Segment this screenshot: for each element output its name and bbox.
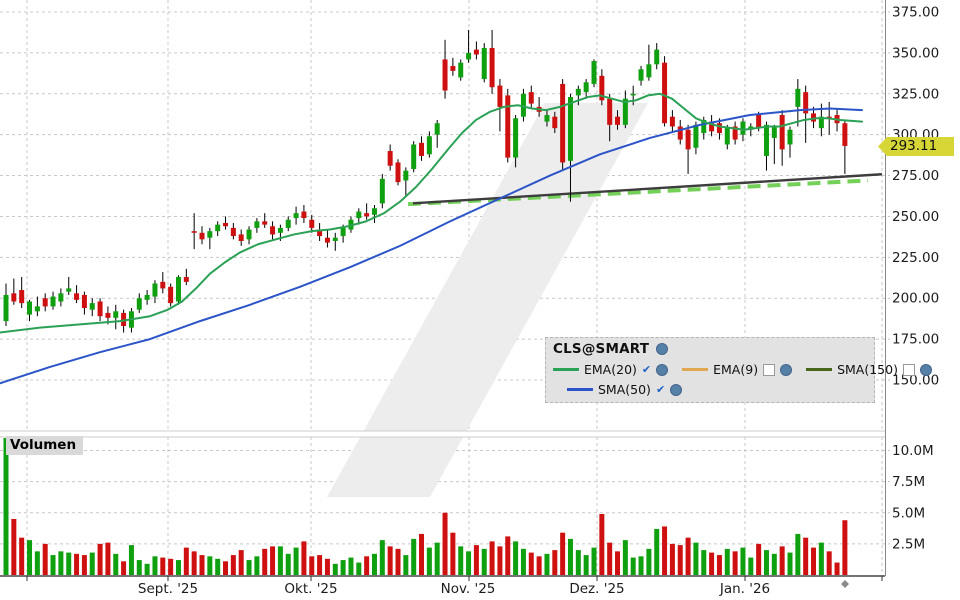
trend-lines — [407, 173, 883, 207]
svg-text:Jan. '26: Jan. '26 — [719, 581, 770, 597]
checkbox-checked-icon[interactable]: ✔ — [655, 383, 666, 396]
svg-text:Okt. '25: Okt. '25 — [284, 581, 337, 597]
logo-watermark — [0, 103, 886, 497]
svg-text:Nov. '25: Nov. '25 — [441, 581, 496, 597]
series-color-swatch — [806, 368, 833, 371]
svg-text:200.00: 200.00 — [892, 291, 939, 307]
series-color-swatch — [553, 368, 579, 371]
y-axis-volume-labels: 10.0M 7.5M 5.0M 2.5M — [892, 443, 934, 552]
axes-frame — [0, 0, 886, 581]
svg-text:250.00: 250.00 — [892, 209, 939, 225]
svg-text:175.00: 175.00 — [892, 332, 939, 348]
series-color-swatch — [567, 388, 593, 391]
y-axis-price-labels: 375.00350.00325.00300.00275.00250.00225.… — [892, 5, 939, 389]
legend-item-ema20[interactable]: EMA(20) ✔ — [553, 362, 669, 377]
svg-text:2.5M: 2.5M — [892, 536, 925, 552]
last-price-tag: 293.11 — [878, 137, 954, 156]
svg-text:350.00: 350.00 — [892, 45, 939, 61]
globe-icon[interactable] — [670, 383, 683, 396]
candlesticks — [3, 29, 848, 333]
globe-icon[interactable] — [919, 363, 932, 376]
globe-icon[interactable] — [656, 343, 669, 355]
svg-text:150.00: 150.00 — [892, 373, 939, 389]
checkbox-unchecked[interactable] — [763, 363, 776, 376]
svg-text:Sept. '25: Sept. '25 — [138, 581, 198, 597]
legend-row-overlays: EMA(20) ✔ EMA(9) SMA(150) — [553, 362, 932, 377]
checkbox-unchecked[interactable] — [902, 363, 915, 376]
svg-text:7.5M: 7.5M — [892, 474, 925, 490]
symbol-title: CLS@SMART — [553, 341, 650, 357]
series-label: SMA(50) — [598, 382, 651, 397]
legend-item-ema9[interactable]: EMA(9) — [682, 362, 793, 377]
svg-text:225.00: 225.00 — [892, 250, 939, 266]
series-color-swatch — [682, 368, 709, 371]
svg-text:275.00: 275.00 — [892, 168, 939, 184]
legend-box: CLS@SMART EMA(20) ✔ EMA(9) SMA(150) SMA(50)… — [545, 337, 932, 403]
series-label: EMA(20) — [584, 362, 637, 377]
x-axis-month-labels: Sept. '25 Okt. '25 Nov. '25 Dez. '25 Jan. '2… — [138, 581, 770, 597]
volume-bars — [3, 438, 848, 575]
series-label: SMA(150) — [837, 362, 898, 377]
series-label: EMA(9) — [713, 362, 759, 377]
legend-item-sma150[interactable]: SMA(150) — [806, 362, 932, 377]
svg-text:Dez. '25: Dez. '25 — [569, 581, 624, 597]
legend-row-overlays-2: SMA(50) ✔ — [567, 382, 867, 397]
globe-icon[interactable] — [780, 363, 793, 376]
svg-text:375.00: 375.00 — [892, 5, 939, 21]
globe-icon[interactable] — [656, 363, 669, 376]
svg-text:5.0M: 5.0M — [892, 505, 925, 521]
last-bar-marker — [841, 580, 849, 588]
moving-averages — [0, 92, 863, 385]
svg-text:10.0M: 10.0M — [892, 443, 934, 459]
svg-text:325.00: 325.00 — [892, 86, 939, 102]
checkbox-checked-icon[interactable]: ✔ — [641, 363, 652, 376]
legend-item-sma50[interactable]: SMA(50) ✔ — [567, 382, 683, 397]
volume-pane-label: Volumen — [6, 436, 84, 455]
